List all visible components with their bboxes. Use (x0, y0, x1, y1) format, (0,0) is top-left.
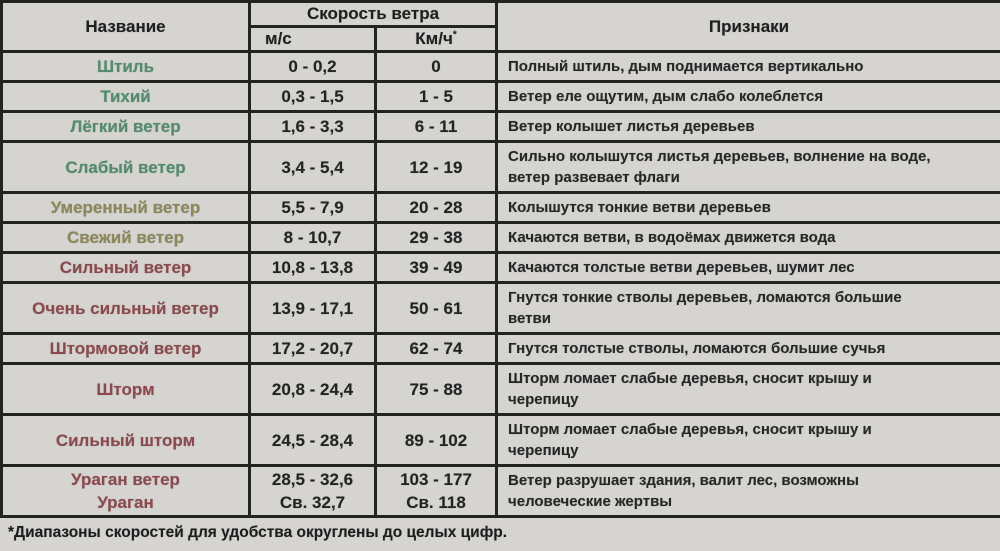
name-cell: Ураган ветер Ураган (0, 464, 251, 518)
table-body: Штиль 0 - 0,2 0 Полный штиль, дым поднимает… (0, 50, 1000, 518)
speed-kmh-cell: 39 - 49 (373, 251, 499, 284)
table-header: Название Скорость ветра Признаки м/с Км/… (0, 0, 1000, 53)
col-header-ms: м/с (248, 25, 377, 53)
table-row: Сильный ветер 10,8 - 13,8 39 - 49 Качаются … (0, 251, 1000, 284)
speed-kmh-cell: 50 - 61 (373, 281, 499, 335)
speed-ms-cell: 17,2 - 20,7 (248, 332, 377, 365)
signs-cell: Ветер разрушает здания, валит лес, возмо… (495, 464, 1000, 518)
col-header-signs: Признаки (495, 0, 1000, 53)
name-cell: Свежий ветер (0, 221, 251, 254)
table-row: Ураган ветер Ураган 28,5 - 32,6 Св. 32,7 1… (0, 464, 1000, 518)
speed-ms-cell: 5,5 - 7,9 (248, 191, 377, 224)
table-row: Сильный шторм 24,5 - 28,4 89 - 102 Шторм ло… (0, 413, 1000, 467)
name-cell: Сильный шторм (0, 413, 251, 467)
signs-cell: Качаются толстые ветви деревьев, шумит л… (495, 251, 1000, 284)
signs-cell: Полный штиль, дым поднимается вертикальн… (495, 50, 1000, 83)
speed-ms-cell: 3,4 - 5,4 (248, 140, 377, 194)
table-row: Лёгкий ветер 1,6 - 3,3 6 - 11 Ветер колышет… (0, 110, 1000, 143)
speed-ms-cell: 0,3 - 1,5 (248, 80, 377, 113)
speed-kmh-cell: 1 - 5 (373, 80, 499, 113)
speed-kmh-cell: 89 - 102 (373, 413, 499, 467)
signs-cell: Шторм ломает слабые деревья, сносит крыш… (495, 362, 1000, 416)
speed-kmh-cell: 29 - 38 (373, 221, 499, 254)
speed-kmh-cell: 6 - 11 (373, 110, 499, 143)
speed-ms-cell: 10,8 - 13,8 (248, 251, 377, 284)
table-row: Слабый ветер 3,4 - 5,4 12 - 19 Сильно колыш… (0, 140, 1000, 194)
speed-ms-cell: 24,5 - 28,4 (248, 413, 377, 467)
signs-cell: Сильно колышутся листья деревьев, волнен… (495, 140, 1000, 194)
name-cell: Штиль (0, 50, 251, 83)
speed-kmh-cell: 75 - 88 (373, 362, 499, 416)
signs-cell: Гнутся толстые стволы, ломаются большие … (495, 332, 1000, 365)
speed-ms-cell: 0 - 0,2 (248, 50, 377, 83)
footnote: *Диапазоны скоростей для удобства округл… (8, 524, 508, 541)
col-header-name: Название (0, 0, 251, 53)
name-cell: Умеренный ветер (0, 191, 251, 224)
speed-kmh-cell: 0 (373, 50, 499, 83)
table-row: Умеренный ветер 5,5 - 7,9 20 - 28 Колышутся… (0, 191, 1000, 224)
name-cell: Шторм (0, 362, 251, 416)
speed-ms-cell: 1,6 - 3,3 (248, 110, 377, 143)
table-row: Очень сильный ветер 13,9 - 17,1 50 - 61 Гну… (0, 281, 1000, 335)
name-cell: Тихий (0, 80, 251, 113)
name-cell: Штормовой ветер (0, 332, 251, 365)
header-row-2: м/с Км/ч* (2, 25, 1000, 53)
speed-kmh-cell: 62 - 74 (373, 332, 499, 365)
table-row: Штормовой ветер 17,2 - 20,7 62 - 74 Гнутся … (0, 332, 1000, 365)
speed-ms-cell: 8 - 10,7 (248, 221, 377, 254)
speed-ms-cell: 20,8 - 24,4 (248, 362, 377, 416)
name-cell: Лёгкий ветер (0, 110, 251, 143)
name-cell: Очень сильный ветер (0, 281, 251, 335)
kmh-footnote-mark: * (452, 29, 457, 41)
header-row-1: Название Скорость ветра Признаки (0, 0, 1000, 53)
table-row: Тихий 0,3 - 1,5 1 - 5 Ветер еле ощутим, дым… (0, 80, 1000, 113)
signs-cell: Шторм ломает слабые деревья, сносит крыш… (495, 413, 1000, 467)
speed-ms-cell: 28,5 - 32,6 Св. 32,7 (248, 464, 377, 518)
signs-cell: Гнутся тонкие стволы деревьев, ломаются … (495, 281, 1000, 335)
speed-kmh-cell: 103 - 177 Св. 118 (373, 464, 499, 518)
speed-ms-cell: 13,9 - 17,1 (248, 281, 377, 335)
col-header-kmh: Км/ч* (373, 25, 499, 53)
signs-cell: Качаются ветви, в водоёмах движется вода (495, 221, 1000, 254)
speed-kmh-cell: 12 - 19 (373, 140, 499, 194)
table-row: Штиль 0 - 0,2 0 Полный штиль, дым поднимает… (0, 50, 1000, 83)
name-cell: Сильный ветер (0, 251, 251, 284)
speed-kmh-cell: 20 - 28 (373, 191, 499, 224)
kmh-label: Км/ч (415, 29, 453, 48)
wind-scale-table: Название Скорость ветра Признаки м/с Км/… (0, 0, 1000, 518)
name-cell: Слабый ветер (0, 140, 251, 194)
signs-cell: Ветер еле ощутим, дым слабо колеблется (495, 80, 1000, 113)
table-row: Шторм 20,8 - 24,4 75 - 88 Шторм ломает слаб… (0, 362, 1000, 416)
col-header-wind-speed: Скорость ветра (247, 0, 499, 28)
table-row: Свежий ветер 8 - 10,7 29 - 38 Качаются ветв… (0, 221, 1000, 254)
signs-cell: Ветер колышет листья деревьев (495, 110, 1000, 143)
signs-cell: Колышутся тонкие ветви деревьев (495, 191, 1000, 224)
